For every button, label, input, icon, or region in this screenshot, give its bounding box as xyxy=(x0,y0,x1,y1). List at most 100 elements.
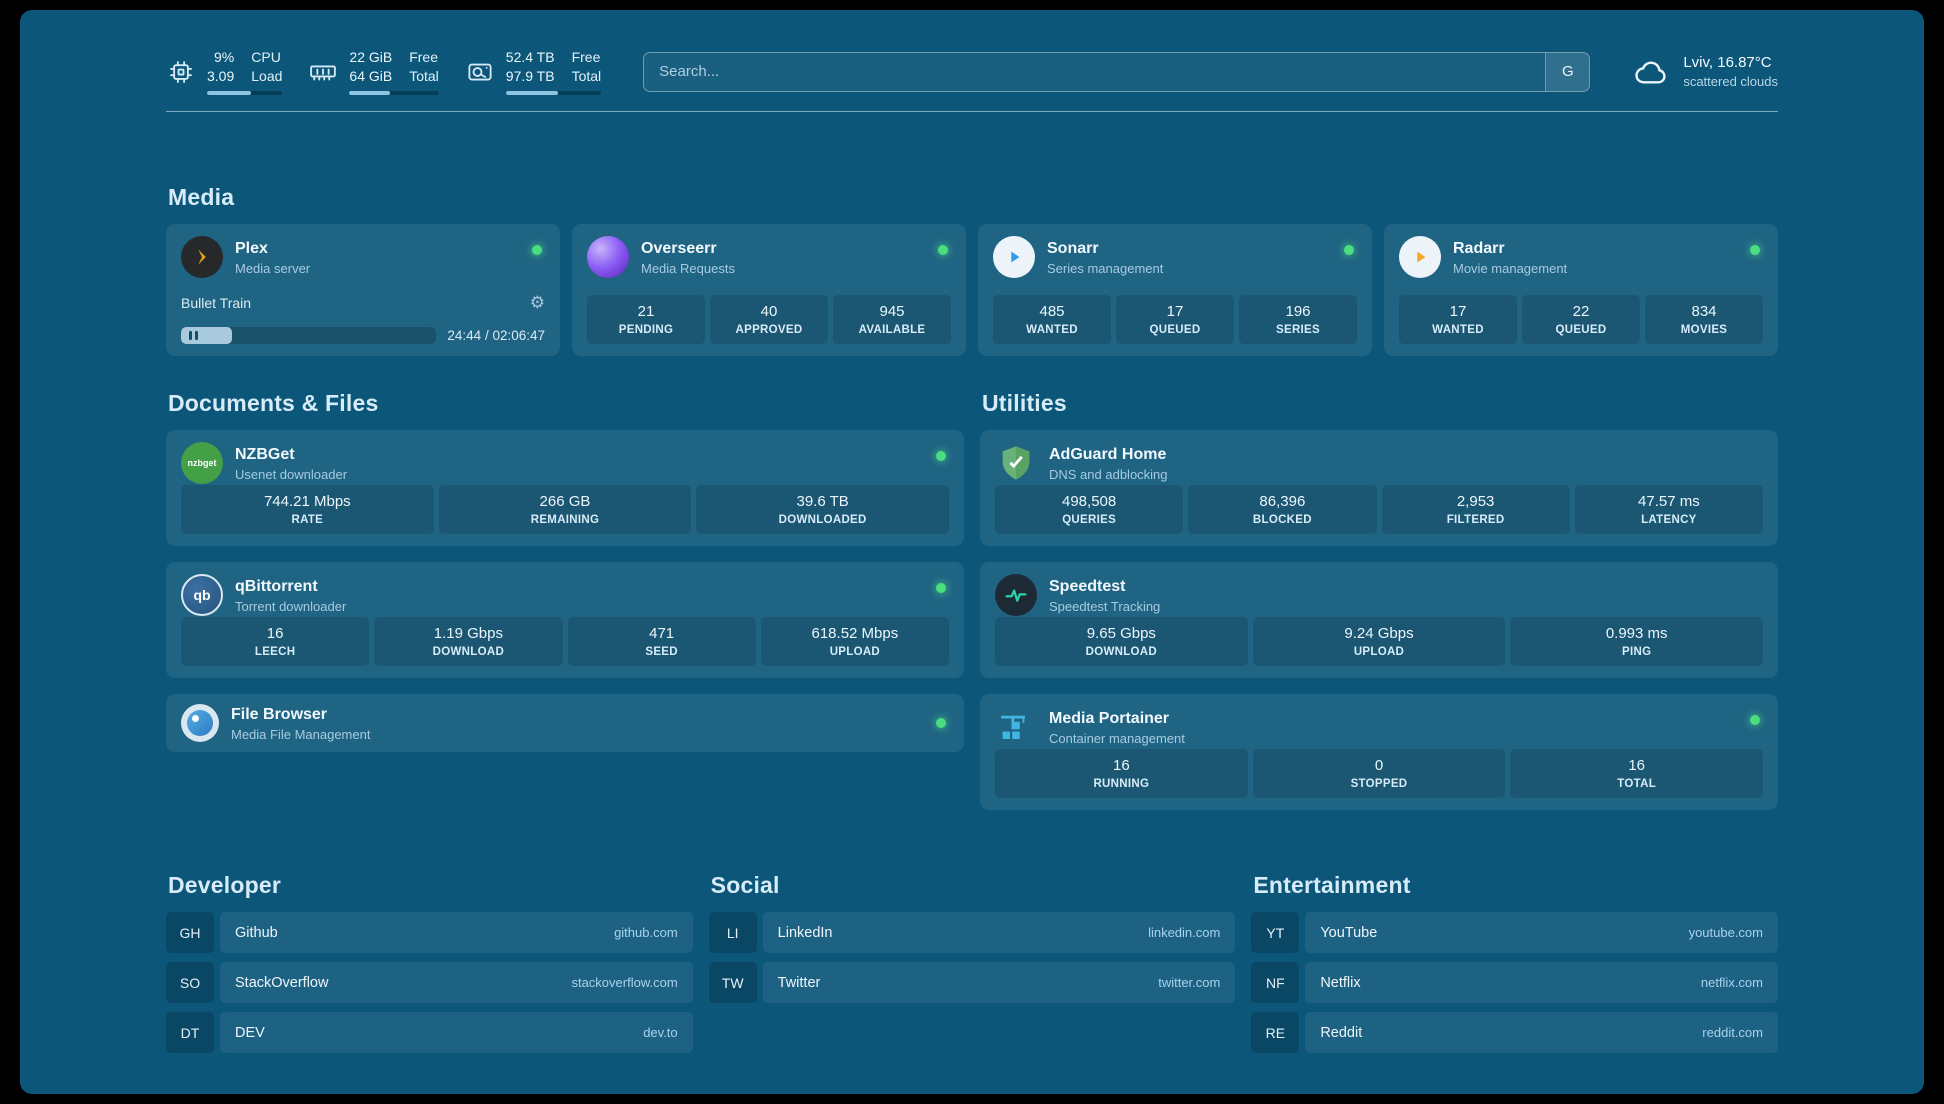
bookmark-abbr: DT xyxy=(166,1012,214,1053)
bookmark-name: LinkedIn xyxy=(777,924,833,941)
stat-value: 21 xyxy=(637,303,655,320)
cpu-usage-value: 9% xyxy=(214,49,235,65)
stat-value: 9.24 Gbps xyxy=(1344,625,1414,642)
service-card-overseerr[interactable]: Overseerr Media Requests 21 PENDING 40 A… xyxy=(572,224,966,356)
bookmark-linkedin[interactable]: LI LinkedIn linkedin.com xyxy=(708,912,1236,953)
bookmark-name: Github xyxy=(235,924,278,941)
service-desc: Container management xyxy=(1049,730,1185,746)
service-name: NZBGet xyxy=(235,445,295,463)
bookmark-reddit[interactable]: RE Reddit reddit.com xyxy=(1251,1012,1778,1053)
portainer-icon xyxy=(995,706,1037,748)
stat-tile: 16 RUNNING xyxy=(995,749,1248,798)
stat-value: 47.57 ms xyxy=(1638,493,1700,510)
service-name: File Browser xyxy=(231,705,328,723)
stat-value: 22 xyxy=(1572,303,1590,320)
bookmark-group-social: Social LI LinkedIn linkedin.com TW Twitt… xyxy=(708,872,1236,1012)
qbittorrent-icon: qb xyxy=(181,574,223,616)
stat-label: APPROVED xyxy=(735,324,803,336)
bookmark-name: Reddit xyxy=(1320,1024,1363,1041)
cpu-usage-label: CPU xyxy=(251,49,281,65)
bookmark-abbr: YT xyxy=(1251,912,1300,953)
gear-icon[interactable]: ⚙ xyxy=(529,293,545,312)
service-name: Sonarr xyxy=(1047,239,1099,257)
cpu-progress-bar xyxy=(207,91,283,95)
playback-progress-bar[interactable] xyxy=(181,327,437,344)
service-name: AdGuard Home xyxy=(1049,445,1167,463)
stat-label: WANTED xyxy=(1432,324,1484,336)
service-card-speedtest[interactable]: Speedtest Speedtest Tracking 9.65 Gbps D… xyxy=(980,562,1778,678)
stat-value: 196 xyxy=(1285,303,1311,320)
service-card-qbittorrent[interactable]: qb qBittorrent Torrent downloader 16 LEE… xyxy=(166,562,964,678)
service-card-portainer[interactable]: Media Portainer Container management 16 … xyxy=(980,694,1778,810)
service-card-radarr[interactable]: Radarr Movie management 17 WANTED 22 QUE… xyxy=(1384,224,1778,356)
stat-label: LATENCY xyxy=(1641,514,1697,526)
weather-widget[interactable]: Lviv, 16.87°C scattered clouds xyxy=(1632,53,1778,91)
service-card-sonarr[interactable]: Sonarr Series management 485 WANTED 17 Q… xyxy=(978,224,1372,356)
memory-free-value: 22 GiB xyxy=(349,49,393,65)
bookmark-domain: stackoverflow.com xyxy=(571,975,678,990)
memory-total-value: 64 GiB xyxy=(349,68,393,84)
stat-label: RUNNING xyxy=(1093,778,1150,790)
service-desc: Torrent downloader xyxy=(235,598,347,614)
section-utilities: Utilities AdGuard Home DNS and adblockin… xyxy=(980,390,1778,810)
stat-value: 0.993 ms xyxy=(1605,625,1668,642)
stat-label: PING xyxy=(1622,646,1652,658)
stat-value: 266 GB xyxy=(539,493,591,510)
bookmark-twitter[interactable]: TW Twitter twitter.com xyxy=(708,962,1236,1003)
bookmark-netflix[interactable]: NF Netflix netflix.com xyxy=(1251,962,1778,1003)
bookmark-name: StackOverflow xyxy=(235,974,329,991)
disk-free-value: 52.4 TB xyxy=(505,49,555,65)
bookmark-abbr: RE xyxy=(1251,1012,1300,1053)
nzbget-icon: nzbget xyxy=(181,442,223,484)
status-dot xyxy=(1750,245,1760,255)
bookmark-domain: dev.to xyxy=(643,1025,678,1040)
stat-tile: 266 GB REMAINING xyxy=(438,485,692,534)
stat-tile: 945 AVAILABLE xyxy=(833,295,951,344)
section-title-entertainment: Entertainment xyxy=(1253,872,1411,898)
stat-value: 498,508 xyxy=(1062,493,1117,510)
bookmark-github[interactable]: GH Github github.com xyxy=(166,912,693,953)
section-title-social: Social xyxy=(710,872,780,898)
search-input[interactable] xyxy=(644,63,1546,80)
plex-icon xyxy=(181,236,223,278)
playback-time: 24:44 / 02:06:47 xyxy=(447,328,545,343)
bookmark-dev[interactable]: DT DEV dev.to xyxy=(166,1012,693,1053)
memory-progress-bar xyxy=(349,91,439,95)
stat-value: 0 xyxy=(1374,757,1384,774)
stat-tile: 9.65 Gbps DOWNLOAD xyxy=(995,617,1248,666)
stat-label: REMAINING xyxy=(530,514,600,526)
stat-label: BLOCKED xyxy=(1252,514,1312,526)
topbar: 9% 3.09 CPU Load xyxy=(166,48,1778,95)
stat-label: DOWNLOAD xyxy=(432,646,505,658)
stat-tile: 618.52 Mbps UPLOAD xyxy=(760,617,949,666)
stat-value: 834 xyxy=(1691,303,1717,320)
status-dot xyxy=(936,451,946,461)
status-dot xyxy=(1750,715,1760,725)
service-card-plex[interactable]: Plex Media server Bullet Train ⚙ 24:44 xyxy=(166,224,560,356)
service-desc: Speedtest Tracking xyxy=(1049,598,1161,614)
disk-icon xyxy=(465,57,495,87)
bookmark-youtube[interactable]: YT YouTube youtube.com xyxy=(1251,912,1778,953)
stat-label: QUEUED xyxy=(1149,324,1201,336)
stat-value: 1.19 Gbps xyxy=(433,625,503,642)
stat-tile: 485 WANTED xyxy=(993,295,1111,344)
bookmark-abbr: GH xyxy=(166,912,214,953)
stat-value: 17 xyxy=(1166,303,1184,320)
stat-value: 17 xyxy=(1449,303,1467,320)
stat-tile: 196 SERIES xyxy=(1239,295,1357,344)
stat-tile: 16 TOTAL xyxy=(1510,749,1763,798)
stat-label: RATE xyxy=(291,514,324,526)
service-card-nzbget[interactable]: nzbget NZBGet Usenet downloader 744.21 M… xyxy=(166,430,964,546)
bookmark-abbr: NF xyxy=(1251,962,1300,1003)
stat-tile: 86,396 BLOCKED xyxy=(1188,485,1377,534)
service-card-adguard[interactable]: AdGuard Home DNS and adblocking 498,508 … xyxy=(980,430,1778,546)
bookmark-stackoverflow[interactable]: SO StackOverflow stackoverflow.com xyxy=(166,962,693,1003)
stat-tile: 744.21 Mbps RATE xyxy=(181,485,434,534)
service-card-filebrowser[interactable]: File Browser Media File Management xyxy=(166,694,964,752)
bookmark-abbr: LI xyxy=(708,912,757,953)
stat-label: PENDING xyxy=(618,324,674,336)
pause-icon[interactable] xyxy=(189,331,198,340)
service-name: Overseerr xyxy=(641,239,717,257)
bookmark-domain: twitter.com xyxy=(1158,975,1221,990)
search-provider-button[interactable]: G xyxy=(1545,52,1590,91)
